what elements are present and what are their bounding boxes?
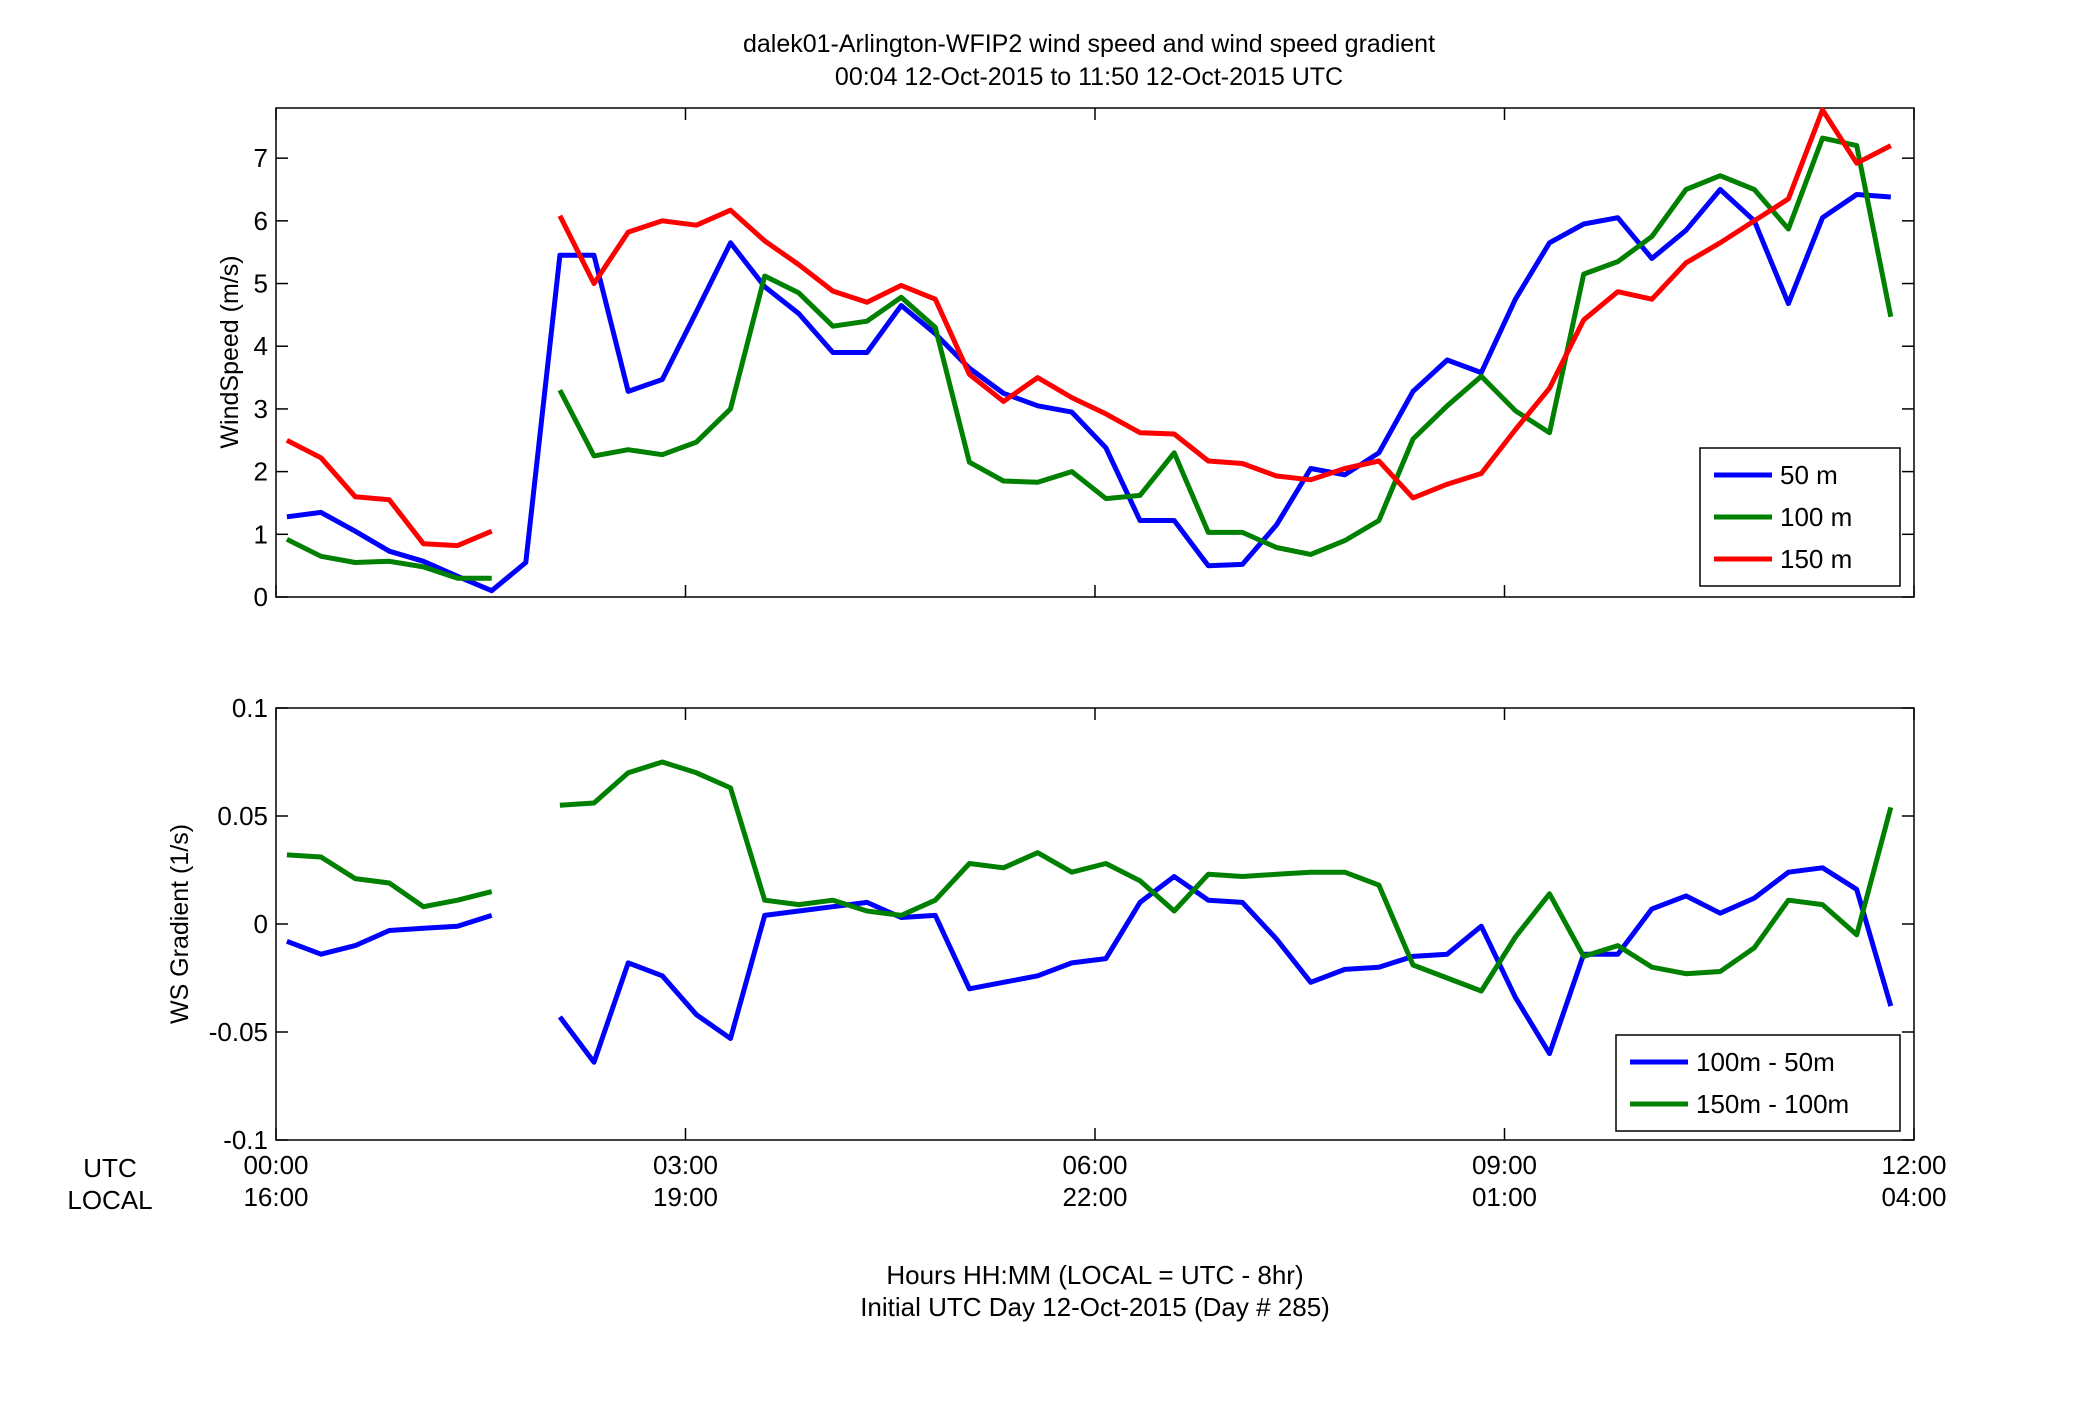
local-time-label: 16:00: [243, 1182, 308, 1212]
windspeed-y-tick-label: 0: [254, 582, 268, 612]
windspeed-y-tick-label: 1: [254, 519, 268, 549]
windspeed-series-100-m-line: [285, 135, 1894, 581]
local-time-label: 22:00: [1062, 1182, 1127, 1212]
footer-line1: Hours HH:MM (LOCAL = UTC - 8hr): [886, 1260, 1303, 1290]
gradient-series-100m-50m-line: [286, 865, 1894, 1065]
windspeed-series: [285, 107, 1894, 594]
gradient-legend-label: 100m - 50m: [1696, 1047, 1835, 1077]
windspeed-x-ticks: [275, 108, 1915, 597]
windspeed-y-tick-label: 5: [254, 269, 268, 299]
windspeed-y-tick-label: 7: [254, 143, 268, 173]
windspeed-y-tick-label: 6: [254, 206, 268, 236]
gradient-y-ticks: -0.1 -0.05 0 0.05 0.1: [209, 693, 1914, 1155]
local-time-label: 19:00: [653, 1182, 718, 1212]
figure-title-line2: 00:04 12-Oct-2015 to 11:50 12-Oct-2015 U…: [835, 63, 1343, 91]
gradient-x-ticks: [275, 708, 1915, 1140]
gradient-y-tick-label: 0: [254, 909, 268, 939]
windspeed-series-150-m-line: [285, 107, 1892, 549]
gradient-y-axis-label: WS Gradient (1/s): [166, 824, 194, 1024]
utc-time-label: 09:00: [1472, 1150, 1537, 1180]
gradient-panel: -0.1 -0.05 0 0.05 0.1 WS Gradient (1/s) 100m…: [166, 693, 1915, 1155]
utc-time-label: 03:00: [653, 1150, 718, 1180]
local-row-label: LOCAL: [67, 1185, 152, 1215]
gradient-legend-label: 150m - 100m: [1696, 1089, 1849, 1119]
gradient-y-tick-label: 0.05: [217, 801, 268, 831]
windspeed-y-tick-label: 3: [254, 394, 268, 424]
windspeed-legend: 50 m 100 m 150 m: [1699, 447, 1901, 587]
windspeed-legend-label: 50 m: [1780, 460, 1838, 490]
utc-row-label: UTC: [83, 1153, 136, 1183]
windspeed-y-tick-label: 2: [254, 457, 268, 487]
windspeed-legend-label: 100 m: [1780, 502, 1852, 532]
local-time-label: 04:00: [1881, 1182, 1946, 1212]
gradient-y-tick-label: -0.05: [209, 1017, 268, 1047]
utc-time-label: 06:00: [1062, 1150, 1127, 1180]
windspeed-panel: 0 1 2 3 4 5 6 7 WindSpeed (m/s) 50 m 100 m 150 m: [216, 107, 1915, 612]
local-time-label: 01:00: [1472, 1182, 1537, 1212]
gradient-y-tick-label: -0.1: [223, 1125, 268, 1155]
windspeed-series-50-m-line: [286, 187, 1891, 594]
utc-time-label: 12:00: [1881, 1150, 1946, 1180]
windspeed-y-ticks: 0 1 2 3 4 5 6 7: [254, 143, 1914, 612]
gradient-legend: 100m - 50m 150m - 100m: [1615, 1034, 1901, 1132]
windspeed-y-axis-label: WindSpeed (m/s): [216, 255, 244, 448]
gradient-legend-box: [1615, 1034, 1901, 1132]
gradient-series-150m-100m-line: [286, 759, 1894, 994]
gradient-y-tick-label: 0.1: [232, 693, 268, 723]
gradient-series: [286, 759, 1894, 1065]
figure-title-line1: dalek01-Arlington-WFIP2 wind speed and w…: [743, 30, 1435, 58]
utc-time-label: 00:00: [243, 1150, 308, 1180]
windspeed-legend-label: 150 m: [1780, 544, 1852, 574]
footer-line2: Initial UTC Day 12-Oct-2015 (Day # 285): [860, 1292, 1330, 1322]
windspeed-y-tick-label: 4: [254, 331, 268, 361]
